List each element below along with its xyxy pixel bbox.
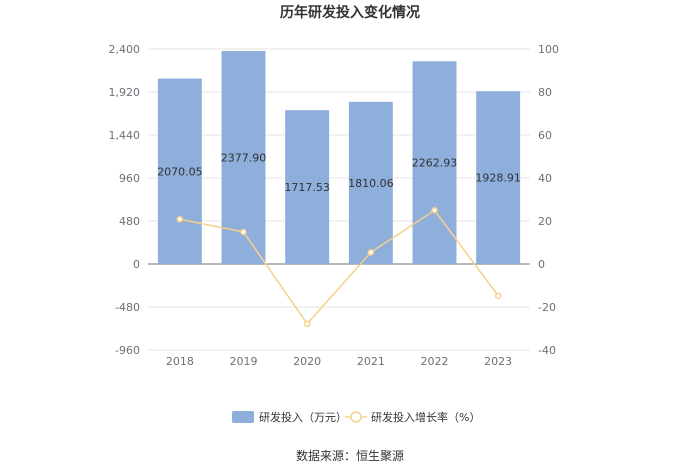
bar-data-labels: 2070.05 2377.90 1717.53 1810.06 2262.93 1928.… bbox=[157, 151, 521, 194]
x-tick-label: 2023 bbox=[484, 355, 512, 368]
bar-data-label: 1810.06 bbox=[348, 177, 394, 190]
bar-data-label: 1928.91 bbox=[475, 172, 521, 185]
x-tick-label: 2022 bbox=[421, 355, 449, 368]
right-tick-label: -40 bbox=[538, 344, 556, 357]
line-point bbox=[240, 228, 247, 236]
x-tick-label: 2020 bbox=[293, 355, 321, 368]
bar bbox=[348, 101, 393, 265]
line-series bbox=[176, 207, 502, 328]
left-tick-label: 1,920 bbox=[109, 86, 141, 99]
line-point bbox=[176, 216, 184, 223]
legend-item-bar[interactable]: 研发投入（万元） bbox=[232, 410, 347, 424]
left-tick-label: -480 bbox=[115, 301, 140, 314]
bar-data-label: 2070.05 bbox=[157, 165, 203, 178]
left-tick-label: 1,440 bbox=[109, 129, 141, 142]
legend-item-line[interactable]: 研发投入增长率（%） bbox=[345, 410, 480, 424]
legend-line-marker bbox=[350, 411, 362, 423]
legend-bar-label: 研发投入（万元） bbox=[259, 410, 347, 424]
bar-data-label: 1717.53 bbox=[284, 181, 330, 194]
right-axis-ticks: 100 80 60 40 20 0 -20 -40 bbox=[538, 43, 559, 357]
x-axis-ticks: 2018 2019 2020 2021 2022 2023 bbox=[166, 355, 512, 368]
left-tick-label: 2,400 bbox=[109, 43, 141, 56]
bar bbox=[157, 78, 202, 265]
right-tick-label: 20 bbox=[538, 215, 552, 228]
bar-data-label: 2377.90 bbox=[221, 151, 267, 164]
line-point bbox=[494, 292, 502, 300]
x-tick-label: 2018 bbox=[166, 355, 194, 368]
left-axis-ticks: 2,400 1,920 1,440 960 480 0 -480 -960 bbox=[109, 43, 141, 357]
right-tick-label: 0 bbox=[538, 258, 545, 271]
x-tick-label: 2019 bbox=[230, 355, 258, 368]
growth-rate-line bbox=[179, 209, 499, 325]
line-point bbox=[367, 249, 375, 256]
left-tick-label: -960 bbox=[115, 344, 140, 357]
bar bbox=[285, 110, 330, 264]
legend: 研发投入（万元） 研发投入增长率（%） bbox=[232, 410, 480, 424]
bar bbox=[476, 91, 521, 264]
right-tick-label: -20 bbox=[538, 301, 556, 314]
grid-lines bbox=[148, 48, 530, 351]
right-tick-label: 80 bbox=[538, 86, 552, 99]
bar-data-label: 2262.93 bbox=[412, 157, 458, 170]
left-tick-label: 960 bbox=[119, 172, 140, 185]
bar-series bbox=[157, 50, 521, 265]
data-source: 数据来源：恒生聚源 bbox=[296, 448, 404, 463]
right-tick-label: 40 bbox=[538, 172, 552, 185]
right-tick-label: 100 bbox=[538, 43, 559, 56]
chart-title: 历年研发投入变化情况 bbox=[280, 4, 420, 21]
x-tick-label: 2021 bbox=[357, 355, 385, 368]
line-point bbox=[431, 207, 438, 214]
legend-line-label: 研发投入增长率（%） bbox=[371, 410, 480, 424]
right-tick-label: 60 bbox=[538, 129, 552, 142]
legend-bar-swatch bbox=[232, 411, 254, 423]
left-tick-label: 0 bbox=[133, 258, 140, 271]
line-point bbox=[303, 320, 311, 328]
left-tick-label: 480 bbox=[119, 215, 140, 228]
